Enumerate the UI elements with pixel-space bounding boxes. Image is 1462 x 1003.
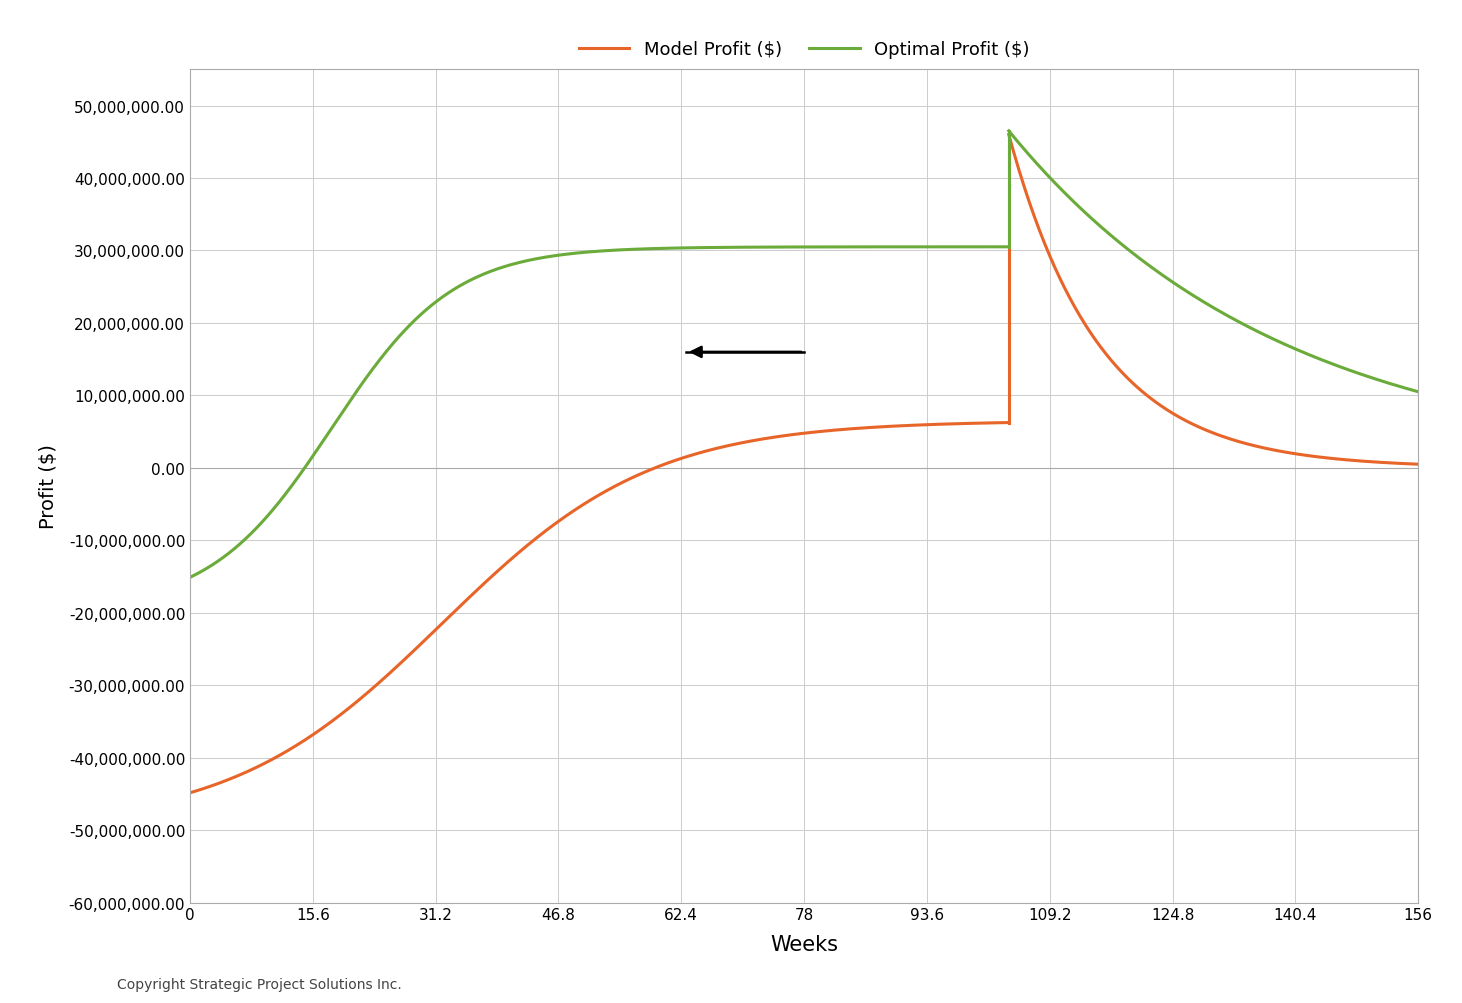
Optimal Profit ($) (326, 418, 344, 430)
X-axis label: Weeks: Weeks (770, 934, 838, 954)
Legend: Model Profit ($), Optimal Profit ($): Model Profit ($), Optimal Profit ($) (572, 33, 1037, 66)
Model Profit ($) (797, 427, 814, 439)
Model Profit ($) (1000, 417, 1018, 429)
Line: Optimal Profit ($): Optimal Profit ($) (190, 248, 1009, 578)
Optimal Profit ($) (1000, 242, 1018, 254)
Text: Copyright Strategic Project Solutions Inc.: Copyright Strategic Project Solutions In… (117, 977, 402, 991)
Model Profit ($) (392, 658, 409, 670)
Optimal Profit ($) (664, 243, 681, 255)
Model Profit ($) (664, 456, 681, 468)
Model Profit ($) (728, 438, 746, 450)
Optimal Profit ($) (181, 572, 199, 584)
Y-axis label: Profit ($): Profit ($) (38, 444, 57, 529)
Optimal Profit ($) (392, 330, 409, 342)
Optimal Profit ($) (728, 242, 746, 254)
Model Profit ($) (551, 515, 569, 527)
Model Profit ($) (326, 713, 344, 725)
Model Profit ($) (181, 787, 199, 799)
Optimal Profit ($) (551, 250, 569, 262)
Line: Model Profit ($): Model Profit ($) (190, 423, 1009, 793)
Optimal Profit ($) (797, 242, 814, 254)
